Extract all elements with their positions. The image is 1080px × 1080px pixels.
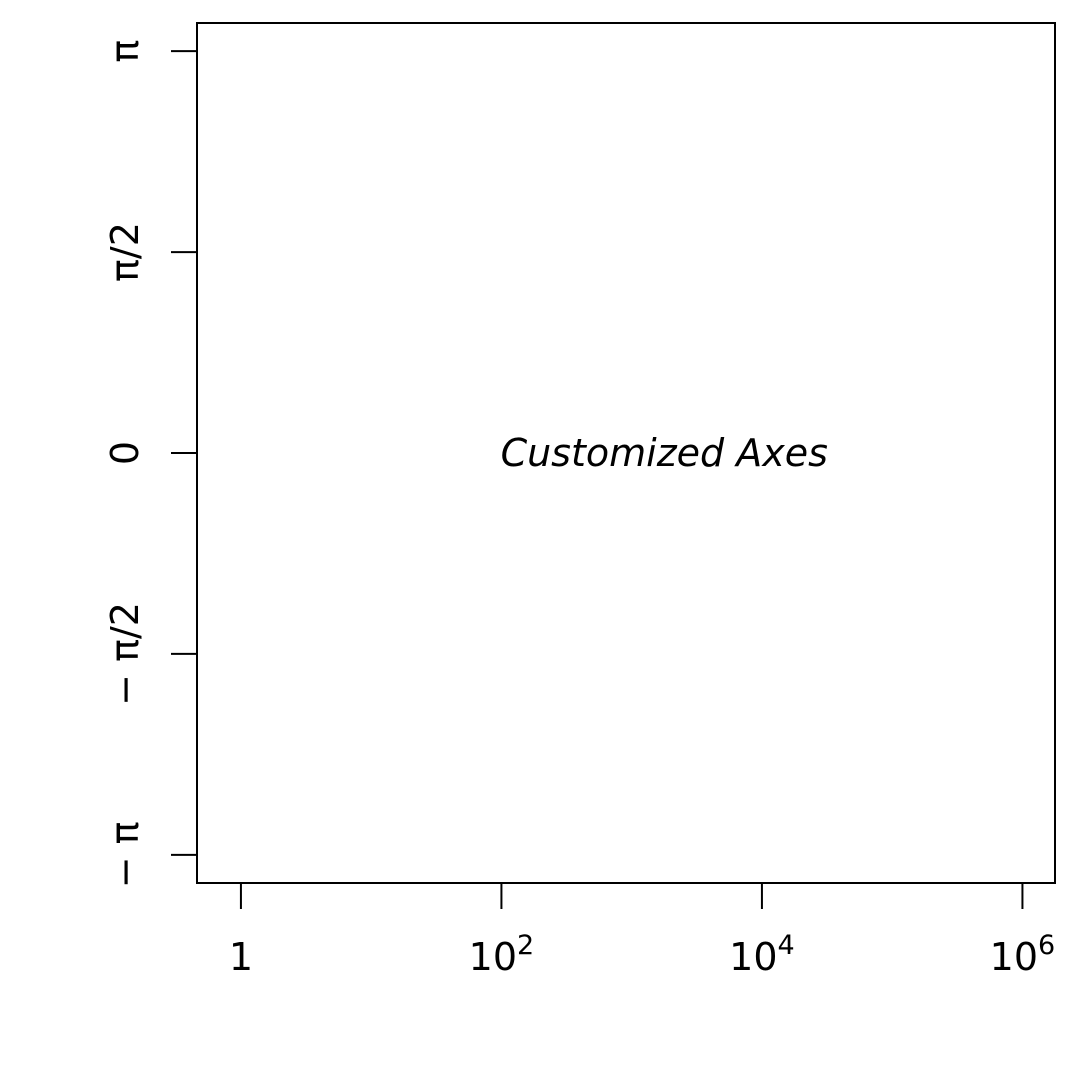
x-tick-label: 102 [469,930,535,979]
y-tick-label: 0 [103,441,147,465]
x-tick-label: 104 [729,930,795,979]
x-tick-label: 1 [229,935,253,979]
y-axis: − π − π/2 0 π/2 π [103,40,197,888]
y-tick-label: − π/2 [103,602,147,706]
y-tick-label: π/2 [103,222,147,282]
x-tick-label: 106 [990,930,1056,979]
y-tick-label: π [103,40,147,63]
y-tick-label: − π [103,821,147,888]
annotation-text: Customized Axes [501,431,828,475]
x-axis: 1 102 104 106 [229,883,1055,979]
